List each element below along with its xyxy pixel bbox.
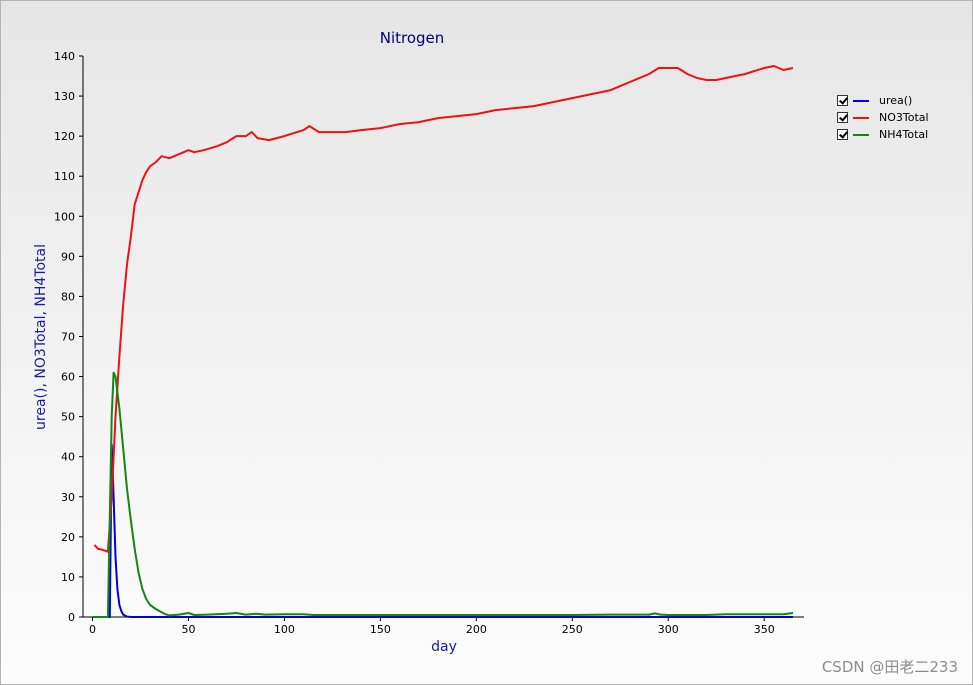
x-tick-label: 0 [89,623,96,636]
legend-swatch-nh4total [853,133,869,136]
y-tick-label: 140 [54,50,75,63]
legend-checkbox-nh4total[interactable] [837,129,848,140]
y-tick-label: 20 [61,531,75,544]
series-line-nh4total [92,371,794,618]
y-tick-label: 110 [54,170,75,183]
y-tick-label: 30 [61,491,75,504]
y-tick-label: 120 [54,130,75,143]
series-line-no3total [93,65,794,553]
y-tick-label: 80 [61,290,75,303]
legend-item-no3total[interactable]: NO3Total [837,109,957,126]
y-axis-label: urea(), NO3Total, NH4Total [33,244,49,430]
y-tick-label: 40 [61,451,75,464]
legend-swatch-urea [853,99,869,102]
series-lines [92,65,794,618]
chart-title: Nitrogen [379,29,445,47]
legend: urea() NO3Total NH4Total [837,92,957,143]
watermark-text: CSDN @田老二233 [821,658,958,676]
legend-item-nh4total[interactable]: NH4Total [837,126,957,143]
y-tick-label: 10 [61,571,75,584]
x-tick-label: 200 [466,623,487,636]
x-tick-label: 150 [370,623,391,636]
legend-item-urea[interactable]: urea() [837,92,957,109]
y-tick-label: 60 [61,371,75,384]
tick-marks: 0 10 20 30 40 50 60 70 80 90 100 110 120 130 140 0 50 100… [54,50,775,636]
legend-label-no3total: NO3Total [879,111,929,124]
y-tick-label: 100 [54,210,75,223]
x-axis-label: day [431,639,457,655]
x-tick-label: 250 [562,623,583,636]
y-tick-label: 0 [68,611,75,624]
legend-label-urea: urea() [879,94,913,107]
legend-checkbox-no3total[interactable] [837,112,848,123]
y-tick-label: 70 [61,331,75,344]
x-tick-label: 50 [181,623,195,636]
legend-swatch-no3total [853,116,869,119]
x-tick-label: 100 [274,623,295,636]
series-line-urea [92,443,793,618]
axes [82,56,804,618]
x-tick-label: 350 [754,623,775,636]
legend-label-nh4total: NH4Total [879,128,929,141]
y-tick-label: 50 [61,411,75,424]
x-tick-label: 300 [658,623,679,636]
legend-checkbox-urea[interactable] [837,95,848,106]
y-tick-label: 130 [54,90,75,103]
y-tick-label: 90 [61,250,75,263]
